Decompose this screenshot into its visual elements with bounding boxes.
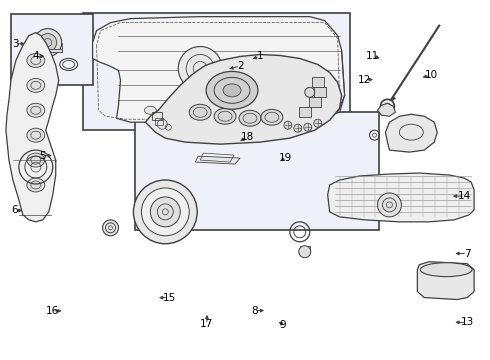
Ellipse shape	[27, 54, 45, 67]
Ellipse shape	[214, 108, 236, 124]
Bar	[135, 112, 379, 230]
Ellipse shape	[254, 106, 266, 114]
Circle shape	[294, 124, 302, 132]
Polygon shape	[377, 103, 395, 116]
Polygon shape	[386, 114, 437, 152]
Bar	[11, 14, 93, 85]
Ellipse shape	[27, 153, 45, 167]
Circle shape	[39, 33, 57, 51]
Bar	[83, 13, 349, 130]
Circle shape	[178, 46, 222, 90]
Circle shape	[142, 188, 189, 236]
Circle shape	[377, 193, 401, 217]
Text: 2: 2	[237, 61, 244, 71]
Ellipse shape	[420, 263, 472, 276]
Text: 19: 19	[278, 153, 292, 163]
Polygon shape	[299, 107, 311, 117]
Text: 11: 11	[366, 51, 380, 61]
Circle shape	[305, 87, 315, 97]
Polygon shape	[328, 173, 474, 222]
Ellipse shape	[223, 84, 241, 97]
Polygon shape	[314, 87, 326, 97]
Text: 10: 10	[425, 70, 438, 80]
Ellipse shape	[179, 106, 191, 114]
Polygon shape	[34, 49, 62, 53]
Text: 13: 13	[461, 318, 474, 327]
Text: 9: 9	[280, 320, 286, 330]
Ellipse shape	[27, 103, 45, 117]
Ellipse shape	[239, 110, 261, 126]
Text: 5: 5	[39, 150, 46, 161]
Circle shape	[102, 220, 119, 236]
Ellipse shape	[27, 78, 45, 92]
Circle shape	[150, 197, 180, 227]
Text: 18: 18	[241, 132, 254, 142]
Polygon shape	[300, 246, 310, 252]
Text: 3: 3	[12, 39, 19, 49]
Ellipse shape	[206, 71, 258, 109]
Circle shape	[162, 209, 168, 215]
Circle shape	[304, 123, 312, 131]
Ellipse shape	[261, 109, 283, 125]
Text: 15: 15	[163, 293, 176, 303]
Circle shape	[34, 28, 62, 57]
Polygon shape	[146, 54, 342, 144]
Ellipse shape	[322, 106, 334, 114]
Circle shape	[314, 119, 322, 127]
Text: 1: 1	[256, 51, 263, 61]
Ellipse shape	[145, 106, 156, 114]
Circle shape	[380, 99, 394, 113]
Ellipse shape	[289, 106, 301, 114]
Polygon shape	[312, 77, 324, 87]
Text: 8: 8	[251, 306, 258, 315]
Text: 14: 14	[458, 191, 471, 201]
Circle shape	[299, 246, 311, 258]
Text: 12: 12	[358, 75, 371, 85]
Text: 7: 7	[464, 248, 470, 258]
Circle shape	[133, 180, 197, 244]
Polygon shape	[6, 32, 59, 222]
Ellipse shape	[27, 128, 45, 142]
Text: 4: 4	[33, 51, 39, 61]
Text: 6: 6	[11, 206, 18, 216]
Polygon shape	[195, 156, 240, 164]
Ellipse shape	[214, 106, 226, 114]
Text: 17: 17	[200, 319, 214, 329]
Circle shape	[284, 121, 292, 129]
Polygon shape	[417, 262, 474, 300]
Polygon shape	[309, 97, 321, 107]
Polygon shape	[93, 17, 344, 122]
Ellipse shape	[27, 178, 45, 192]
Ellipse shape	[189, 104, 211, 120]
Text: 16: 16	[46, 306, 59, 316]
